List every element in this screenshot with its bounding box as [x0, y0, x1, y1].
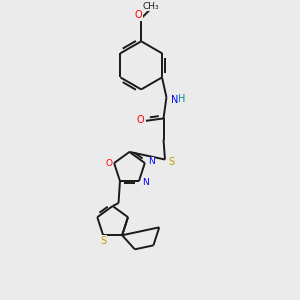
Text: O: O: [136, 115, 144, 125]
Text: N: N: [142, 178, 149, 187]
Text: N: N: [171, 95, 178, 105]
Text: H: H: [178, 94, 186, 104]
Text: O: O: [134, 11, 142, 20]
Text: N: N: [148, 158, 154, 166]
Text: S: S: [168, 157, 175, 167]
Text: CH₃: CH₃: [142, 2, 159, 10]
Text: S: S: [100, 236, 106, 245]
Text: O: O: [105, 159, 112, 168]
